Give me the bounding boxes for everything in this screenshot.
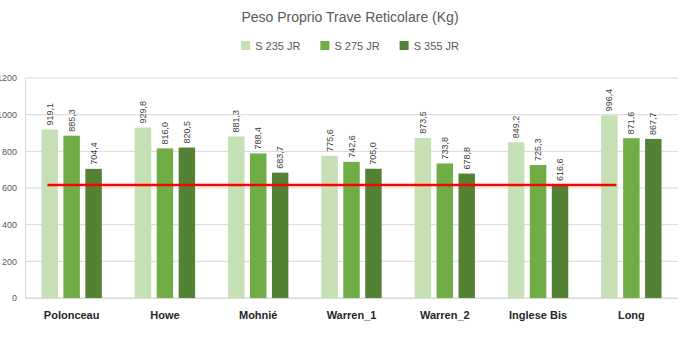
x-tick: Mohnié [239,298,278,321]
legend-label: S 235 JR [255,40,300,52]
x-tick-label: Howe [150,309,179,321]
bar [508,142,524,298]
y-tick: 400 [2,220,25,230]
data-label: 775,6 [325,129,335,152]
legend-swatch [400,41,409,50]
legend-item: S 235 JR [241,40,300,52]
x-tick-label: Long [618,309,645,321]
x-tick: Inglese Bis [509,298,567,321]
data-label: 704,4 [89,142,99,165]
bar [85,169,101,298]
y-tick-label: 0 [12,293,17,303]
y-tick-label: 600 [2,183,17,193]
grid-line [25,78,678,79]
y-tick: 800 [2,147,25,157]
data-label: 885,3 [67,109,77,132]
data-label: 871,6 [626,112,636,135]
data-label: 929,8 [138,101,148,124]
chart: Peso Proprio Trave Reticolare (Kg) 0 200 40… [0,0,700,343]
bar [135,128,151,298]
legend: S 235 JR S 275 JR S 355 JR [241,40,459,52]
data-label: 816,0 [160,122,170,145]
data-label: 919,1 [45,103,55,126]
x-axis: Polonceau Howe Mohnié Warren_1 Warren_2 Ingle… [26,298,679,321]
x-tick-label: Inglese Bis [509,309,567,321]
x-tick: Polonceau [44,298,100,321]
grid-line [25,114,678,115]
data-label: 849,2 [511,116,521,139]
data-label: 683,7 [275,146,285,169]
bar [179,148,195,298]
data-label: 867,7 [648,112,658,135]
x-tick: Warren_1 [327,298,377,321]
bar [365,169,381,298]
data-label: 705,0 [368,142,378,165]
x-tick-label: Polonceau [44,309,100,321]
y-tick: 1000 [0,110,25,120]
y-tick-label: 200 [2,257,17,267]
data-label: 616,6 [555,158,565,181]
y-axis: 0 200 400 600 800 1000 1200 [0,73,26,303]
data-label: 788,4 [253,127,263,150]
data-label: 725,3 [533,138,543,161]
bar [228,136,244,298]
data-label: 881,3 [231,110,241,133]
data-label: 733,8 [440,137,450,160]
y-tick-label: 1000 [0,110,17,120]
bar [157,148,173,298]
y-tick: 200 [2,257,25,267]
y-tick: 1200 [0,73,25,83]
legend-item: S 275 JR [320,40,379,52]
legend-swatch [241,41,250,50]
bar [645,139,661,298]
y-tick-label: 400 [2,220,17,230]
bar [343,162,359,298]
bar [41,129,57,298]
legend-label: S 275 JR [334,40,379,52]
bar [623,138,639,298]
reference-line [47,184,616,187]
y-tick: 600 [2,183,25,193]
x-tick-label: Warren_2 [420,309,470,321]
grid [25,78,678,298]
legend-swatch [320,41,329,50]
bar [552,185,568,298]
x-axis-line [26,298,679,299]
y-tick: 0 [12,293,25,303]
bars [41,115,661,298]
bar [272,173,288,298]
y-axis-line [25,79,26,299]
legend-label: S 355 JR [414,40,459,52]
chart-title: Peso Proprio Trave Reticolare (Kg) [241,9,458,25]
data-label: 820,5 [182,121,192,144]
x-tick: Howe [150,298,179,321]
data-label: 873,5 [418,111,428,134]
data-label: 678,8 [462,147,472,170]
data-labels: 919,1 929,8 881,3 775,6 873,5 849,2 996,4 885,3… [45,89,659,181]
legend-item: S 355 JR [400,40,459,52]
data-label: 742,6 [347,135,357,158]
y-tick-label: 800 [2,147,17,157]
data-label: 996,4 [604,89,614,112]
bar [63,136,79,298]
bar [250,153,266,298]
bar [459,174,475,298]
x-tick-label: Mohnié [239,309,278,321]
bar [437,163,453,298]
x-tick-label: Warren_1 [327,309,377,321]
bar [601,115,617,298]
x-tick: Long [618,298,645,321]
bar [415,138,431,298]
x-tick: Warren_2 [420,298,470,321]
bar [321,156,337,298]
y-tick-label: 1200 [0,73,17,83]
